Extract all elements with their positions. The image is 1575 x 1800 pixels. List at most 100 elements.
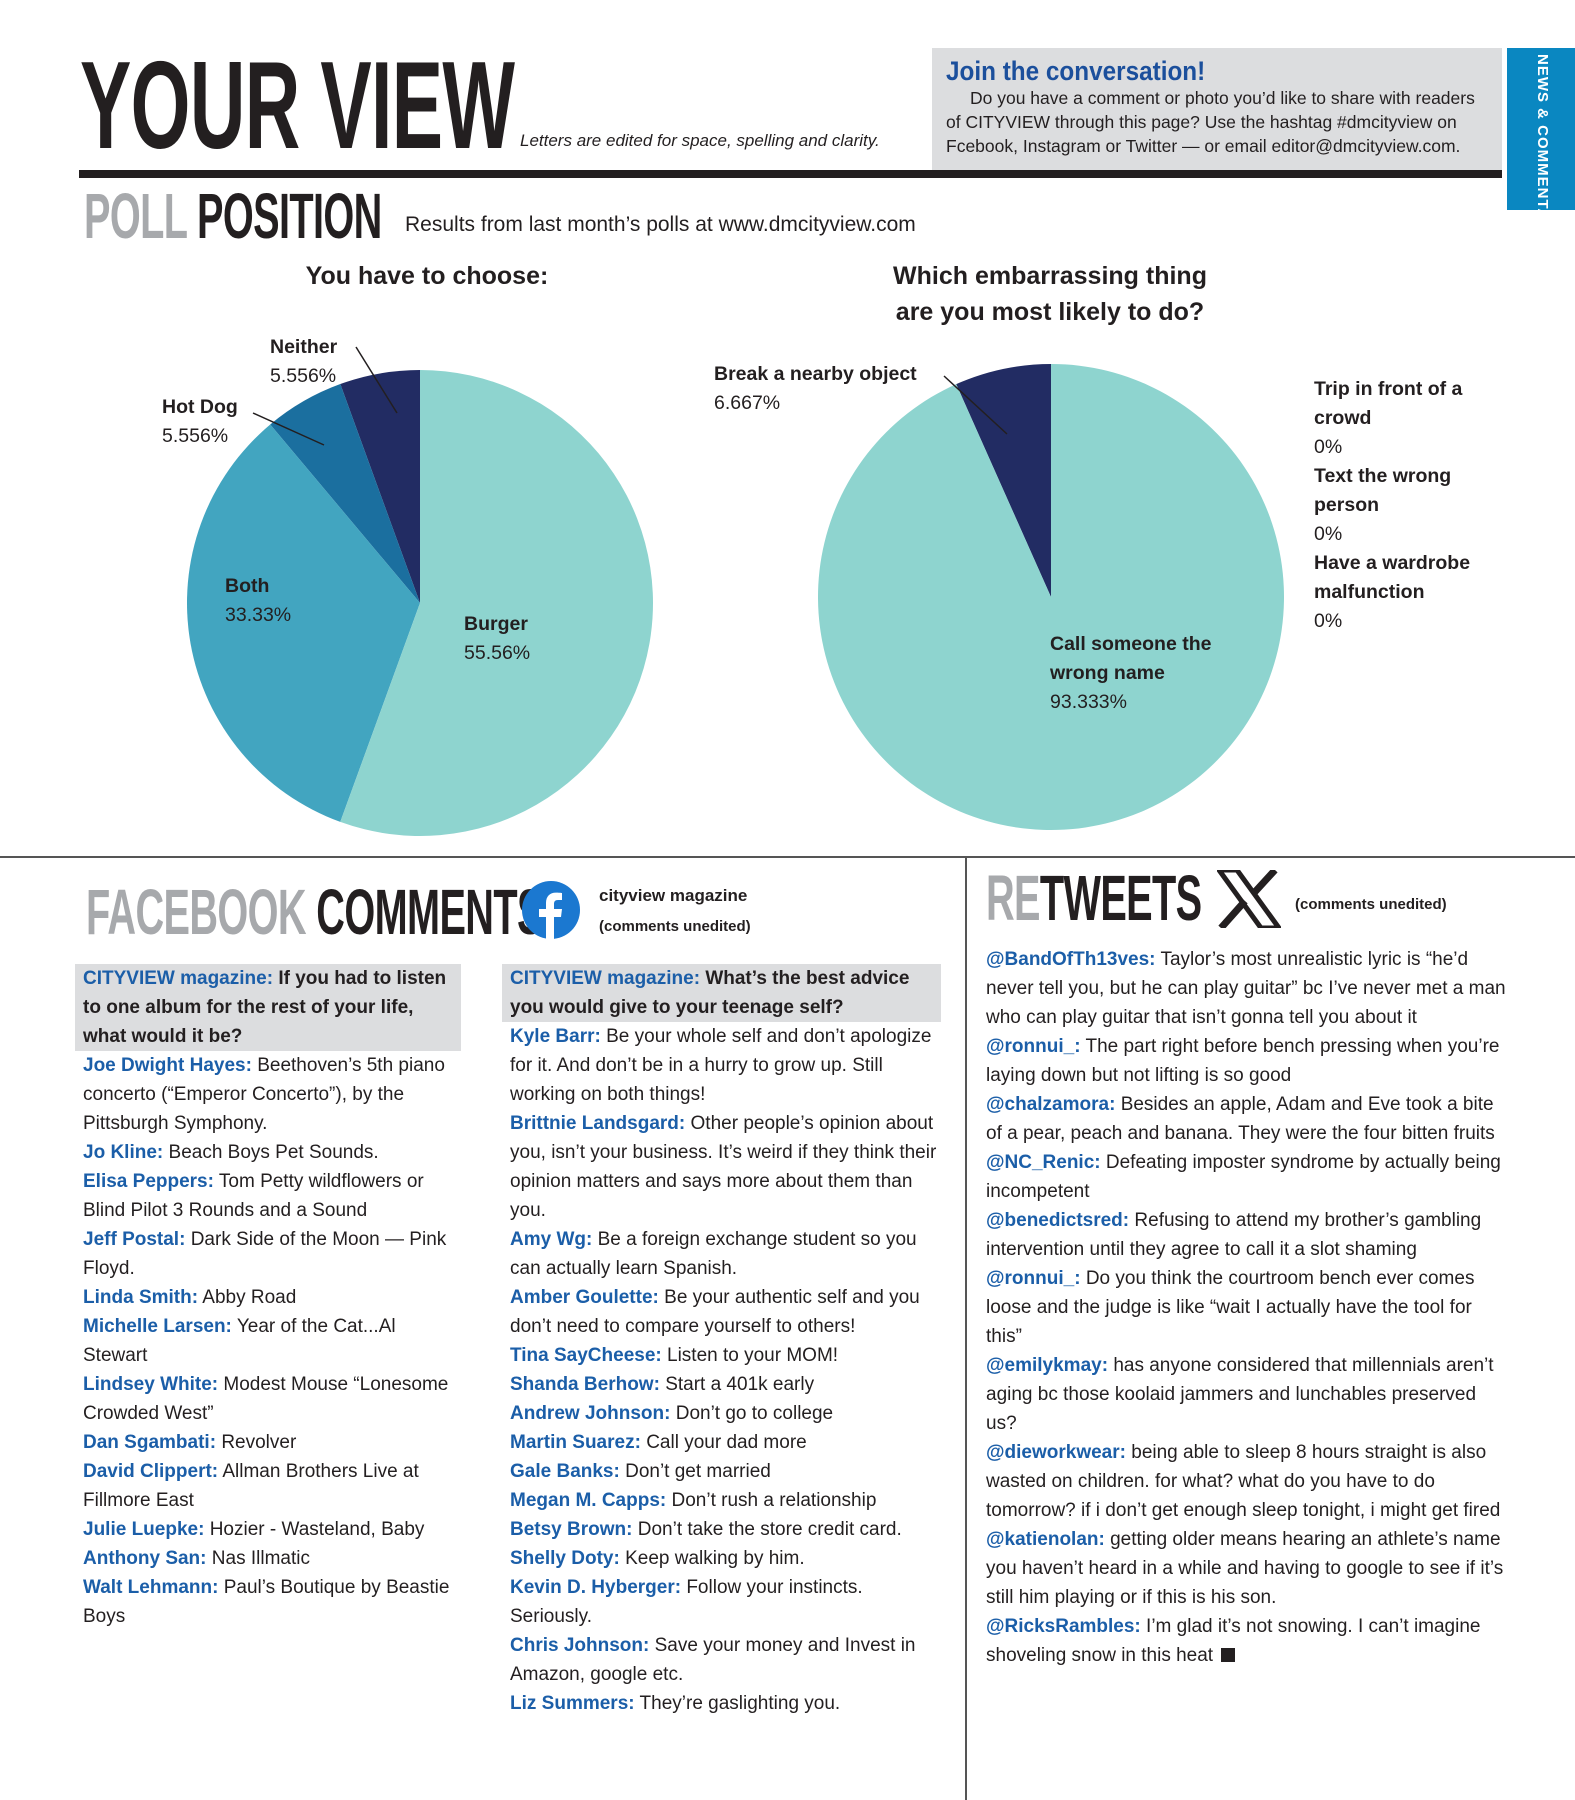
x-logo-icon [1217, 870, 1281, 928]
commenter-name: @emilykmay: [986, 1355, 1109, 1376]
poll-heading: POLL POSITION [84, 184, 564, 248]
commenter-name: Liz Summers: [510, 1693, 635, 1714]
comment-text: Modest Mouse “Lonesome Crowded West” [83, 1374, 449, 1424]
commenter-name: Shelly Doty: [510, 1548, 620, 1569]
commenter-name: Martin Suarez: [510, 1432, 641, 1453]
comment-text: Do you think the courtroom bench ever co… [986, 1268, 1475, 1347]
comment-text: Year of the Cat...Al Stewart [83, 1316, 396, 1366]
tweet-item: @emilykmay: has anyone considered that m… [978, 1351, 1508, 1438]
poll-heading-gray: POLL [84, 180, 187, 252]
pie1-slice-neither [340, 370, 420, 603]
comment-text: Allman Brothers Live at Fillmore East [83, 1461, 419, 1511]
comment-text: They’re gaslighting you. [639, 1693, 841, 1714]
pie2-slice-break-a-nearby-object [956, 364, 1051, 597]
comment-text: Call your dad more [646, 1432, 807, 1453]
commenter-name: Andrew Johnson: [510, 1403, 671, 1424]
answer-item: Julie Luepke: Hozier - Wasteland, Baby [75, 1515, 461, 1544]
answer-item: Liz Summers: They’re gaslighting you. [502, 1689, 942, 1718]
commenter-name: @ronnui_: [986, 1268, 1081, 1289]
comment-text: The part right before bench pressing whe… [986, 1036, 1500, 1086]
commenter-name: Kyle Barr: [510, 1026, 601, 1047]
comment-text: Nas Illmatic [211, 1548, 310, 1569]
commenter-name: Chris Johnson: [510, 1635, 650, 1656]
commenter-name: Megan M. Capps: [510, 1490, 667, 1511]
pie2-slice-call-someone-the-wrong-name [818, 364, 1285, 830]
comment-text: Save your money and Invest in Amazon, go… [510, 1635, 916, 1685]
answer-item: Elisa Peppers: Tom Petty wildflowers or … [75, 1167, 461, 1225]
comment-text: Revolver [221, 1432, 297, 1453]
commenter-name: @RicksRambles: [986, 1616, 1141, 1637]
comment-text: being able to sleep 8 hours straight is … [986, 1442, 1501, 1521]
comment-text: Don’t go to college [675, 1403, 834, 1424]
tweet-item: @ronnui_: Do you think the courtroom ben… [978, 1264, 1508, 1351]
facebook-page-name: cityview magazine [599, 886, 748, 905]
join-body: Do you have a comment or photo you’d lik… [946, 88, 1475, 156]
facebook-icon [522, 881, 580, 940]
comment-text: Defeating imposter syndrome by actually … [986, 1152, 1501, 1202]
answer-item: Lindsey White: Modest Mouse “Lonesome Cr… [75, 1370, 461, 1428]
comment-text: Don’t get married [625, 1461, 771, 1482]
label-hotdog: Hot Dog 5.556% [162, 396, 238, 447]
retweets-column: @BandOfTh13ves: Taylor’s most unrealisti… [978, 945, 1508, 1670]
answer-item: Jo Kline: Beach Boys Pet Sounds. [75, 1138, 461, 1167]
comment-text: Listen to your MOM! [667, 1345, 839, 1366]
comment-text: Dark Side of the Moon — Pink Floyd. [83, 1229, 447, 1279]
label-neither: Neither 5.556% [270, 336, 338, 387]
commenter-name: Linda Smith: [83, 1287, 199, 1308]
pie1-slice-burger [340, 370, 653, 836]
commenter-name: Anthony San: [83, 1548, 207, 1569]
comment-text: Beethoven’s 5th piano concerto (“Emperor… [83, 1055, 445, 1134]
commenter-name: @benedictsred: [986, 1210, 1130, 1231]
commenter-name: @dieworkwear: [986, 1442, 1126, 1463]
answer-item: Amy Wg: Be a foreign exchange student so… [502, 1225, 942, 1283]
pie1-slice-hot-dog [270, 384, 420, 603]
tweet-item: @benedictsred: Refusing to attend my bro… [978, 1206, 1508, 1264]
label-break: Break a nearby object 6.667% [714, 363, 917, 414]
tweet-item: @RicksRambles: I’m glad it’s not snowing… [978, 1612, 1508, 1670]
commenter-name: Jo Kline: [83, 1142, 164, 1163]
end-mark [1221, 1648, 1236, 1662]
commenter-name: @BandOfTh13ves: [986, 949, 1156, 970]
section-divider [0, 856, 1575, 858]
tweet-item: @chalzamora: Besides an apple, Adam and … [978, 1090, 1508, 1148]
facebook-column-1: CITYVIEW magazine: If you had to listen … [75, 964, 461, 1631]
commenter-name: @NC_Renic: [986, 1152, 1101, 1173]
comment-text: Taylor’s most unrealistic lyric is “he’d… [986, 949, 1506, 1028]
comment-text: getting older means hearing an athlete’s… [986, 1529, 1504, 1608]
label-zero-list: Trip in front of a crowd 0% Text the wron… [1314, 378, 1471, 632]
comment-text: Don’t rush a relationship [671, 1490, 877, 1511]
answer-item: Walt Lehmann: Paul’s Boutique by Beastie… [75, 1573, 461, 1631]
question-box: CITYVIEW magazine: If you had to listen … [75, 964, 461, 1051]
comment-text: Keep walking by him. [625, 1548, 805, 1569]
hotdog-leader-line [252, 412, 325, 446]
facebook-heading: FACEBOOK COMMENTS [86, 876, 543, 948]
answer-item: Shelly Doty: Keep walking by him. [502, 1544, 942, 1573]
tweet-item: @dieworkwear: being able to sleep 8 hour… [978, 1438, 1508, 1525]
answer-item: Kevin D. Hyberger: Follow your instincts… [502, 1573, 942, 1631]
commenter-name: Amy Wg: [510, 1229, 593, 1250]
commenter-name: Joe Dwight Hayes: [83, 1055, 252, 1076]
comment-text: Other people’s opinion about you, isn’t … [510, 1113, 937, 1221]
comment-text: Beach Boys Pet Sounds. [168, 1142, 379, 1163]
answer-item: Andrew Johnson: Don’t go to college [502, 1399, 942, 1428]
edited-note: Letters are edited for space, spelling a… [520, 131, 880, 150]
poll-subtitle: Results from last month’s polls at www.d… [405, 213, 916, 236]
commenter-name: Julie Luepke: [83, 1519, 205, 1540]
commenter-name: Jeff Postal: [83, 1229, 186, 1250]
comment-text: Be your authentic self and you don’t nee… [510, 1287, 920, 1337]
answer-item: Amber Goulette: Be your authentic self a… [502, 1283, 942, 1341]
commenter-name: Lindsey White: [83, 1374, 219, 1395]
question-box: CITYVIEW magazine: What’s the best advic… [502, 964, 941, 1022]
comment-text: Follow your instincts. Seriously. [510, 1577, 863, 1627]
chart1-title: You have to choose: [305, 262, 549, 290]
tweet-item: @katienolan: getting older means hearing… [978, 1525, 1508, 1612]
comment-text: Abby Road [202, 1287, 297, 1308]
comment-text: Tom Petty wildflowers or Blind Pilot 3 R… [83, 1171, 424, 1221]
commenter-name: @katienolan: [986, 1529, 1105, 1550]
comment-text: Refusing to attend my brother’s gambling… [986, 1210, 1482, 1260]
commenter-name: Elisa Peppers: [83, 1171, 214, 1192]
answer-item: Linda Smith: Abby Road [75, 1283, 461, 1312]
answer-item: Betsy Brown: Don’t take the store credit… [502, 1515, 942, 1544]
retweets-note: (comments unedited) [1295, 896, 1447, 913]
commenter-name: @chalzamora: [986, 1094, 1116, 1115]
